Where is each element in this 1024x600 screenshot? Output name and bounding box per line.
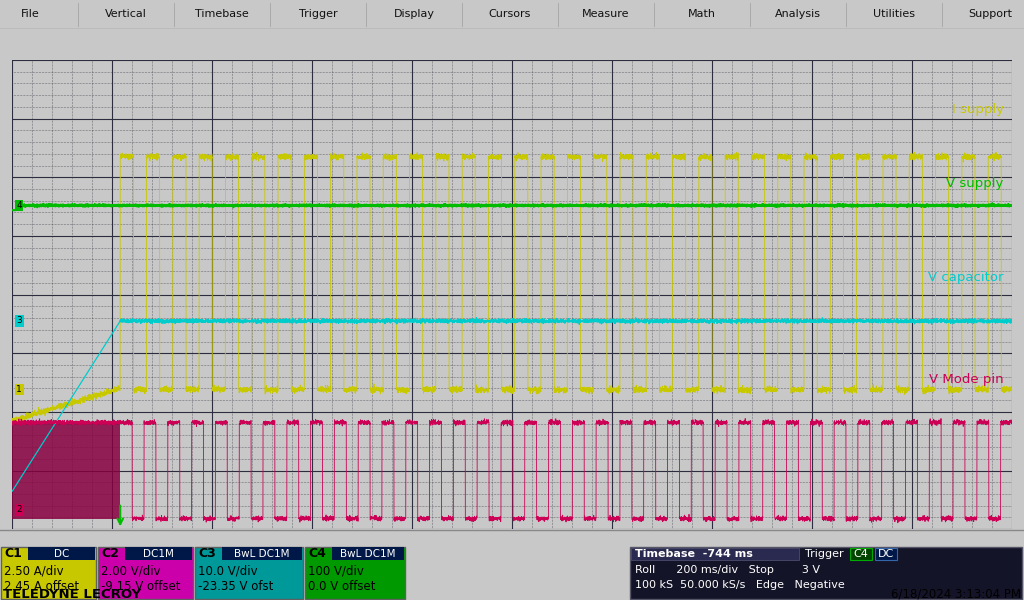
FancyBboxPatch shape — [850, 548, 872, 560]
FancyBboxPatch shape — [125, 547, 193, 560]
Text: C3: C3 — [198, 547, 216, 560]
Text: Analysis: Analysis — [775, 10, 821, 19]
FancyBboxPatch shape — [195, 547, 303, 599]
Text: 3: 3 — [16, 316, 23, 325]
Text: Vertical: Vertical — [105, 10, 146, 19]
Text: V capacitor: V capacitor — [928, 271, 1004, 284]
Text: 6/18/2024 3:13:04 PM: 6/18/2024 3:13:04 PM — [891, 587, 1021, 600]
Text: 0.0 V offset: 0.0 V offset — [308, 580, 376, 593]
Text: Roll      200 ms/div   Stop        3 V: Roll 200 ms/div Stop 3 V — [635, 565, 820, 575]
Text: 2: 2 — [16, 505, 23, 514]
FancyBboxPatch shape — [98, 547, 193, 599]
Text: TELEDYNE LECROY: TELEDYNE LECROY — [3, 587, 141, 600]
Text: 100 V/div: 100 V/div — [308, 565, 364, 578]
FancyBboxPatch shape — [28, 547, 95, 560]
Text: Trigger: Trigger — [805, 549, 844, 559]
FancyBboxPatch shape — [332, 547, 404, 560]
Text: Utilities: Utilities — [873, 10, 915, 19]
Text: V Mode pin: V Mode pin — [929, 373, 1004, 386]
Text: -23.35 V ofst: -23.35 V ofst — [198, 580, 273, 593]
Text: Cursors: Cursors — [488, 10, 531, 19]
Text: Support: Support — [968, 10, 1012, 19]
Text: DC1M: DC1M — [143, 549, 174, 559]
Text: Measure: Measure — [583, 10, 630, 19]
Text: 10.0 V/div: 10.0 V/div — [198, 565, 258, 578]
FancyBboxPatch shape — [305, 547, 406, 599]
Text: DC: DC — [878, 549, 894, 559]
Text: C1: C1 — [4, 547, 22, 560]
Bar — [12, 422, 120, 518]
Text: 4: 4 — [16, 201, 23, 210]
Text: 1: 1 — [16, 385, 23, 394]
Text: I supply: I supply — [951, 103, 1004, 116]
Text: Trigger: Trigger — [299, 10, 337, 19]
Text: -9.15 V offset: -9.15 V offset — [101, 580, 180, 593]
Text: BwL DC1M: BwL DC1M — [234, 549, 290, 559]
Text: C4: C4 — [854, 549, 868, 559]
Text: Timebase: Timebase — [196, 10, 249, 19]
Text: Display: Display — [393, 10, 434, 19]
Text: File: File — [20, 10, 39, 19]
Text: 100 kS  50.000 kS/s   Edge   Negative: 100 kS 50.000 kS/s Edge Negative — [635, 580, 845, 590]
FancyBboxPatch shape — [1, 547, 96, 599]
Text: Timebase  -744 ms: Timebase -744 ms — [635, 549, 753, 559]
Text: 2.50 A/div: 2.50 A/div — [4, 565, 63, 578]
FancyBboxPatch shape — [222, 547, 302, 560]
Text: 2.45 A offset: 2.45 A offset — [4, 580, 79, 593]
Text: BwL DC1M: BwL DC1M — [340, 549, 395, 559]
Text: C2: C2 — [101, 547, 119, 560]
Text: C4: C4 — [308, 547, 326, 560]
FancyBboxPatch shape — [630, 547, 1022, 599]
Text: DC: DC — [54, 549, 70, 559]
Text: Math: Math — [688, 10, 716, 19]
Text: V supply: V supply — [946, 176, 1004, 190]
FancyBboxPatch shape — [631, 548, 799, 560]
Text: 2.00 V/div: 2.00 V/div — [101, 565, 161, 578]
FancyBboxPatch shape — [874, 548, 897, 560]
